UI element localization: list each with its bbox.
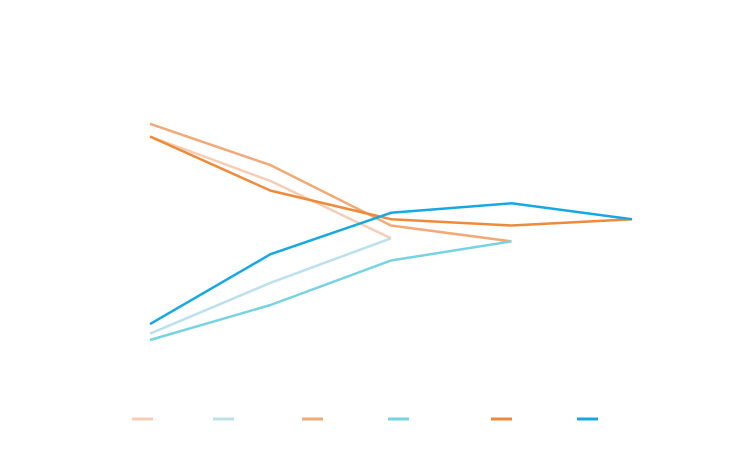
series-line-3 <box>149 122 512 243</box>
series-line-1 <box>149 135 392 240</box>
series-line-6 <box>149 202 633 326</box>
series-lines <box>149 122 633 342</box>
series-line-4 <box>149 240 512 342</box>
series-line-2 <box>149 237 392 335</box>
series-line-5 <box>149 135 633 227</box>
